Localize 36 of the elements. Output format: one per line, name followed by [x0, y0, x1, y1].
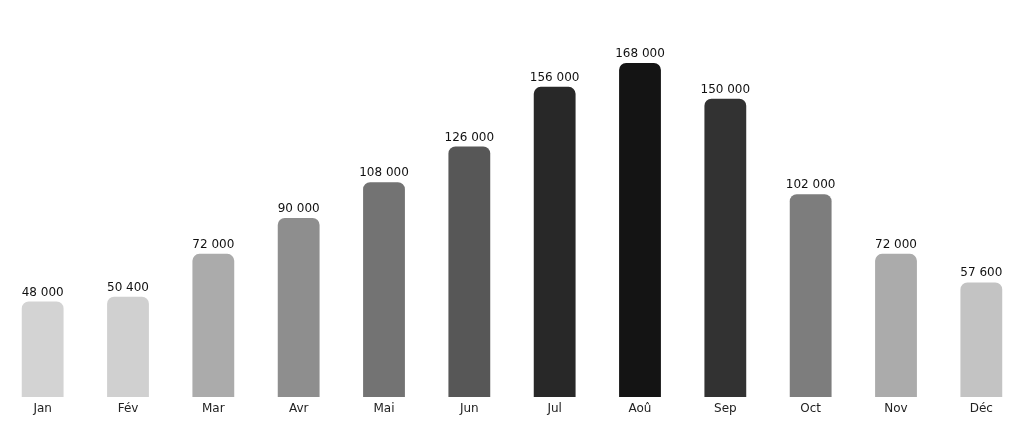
bar: [789, 194, 832, 397]
x-tick-label: Jan: [32, 401, 52, 415]
bar: [533, 86, 576, 397]
data-label: 48 000: [21, 284, 64, 299]
bar: [704, 98, 747, 397]
x-tick-label: Fév: [117, 401, 139, 415]
x-tick-label: Jun: [458, 401, 479, 415]
bar: [363, 182, 405, 397]
bar: [875, 253, 917, 397]
bar: [21, 301, 64, 397]
x-tick-label: Mar: [202, 401, 225, 415]
data-label: 126 000: [444, 129, 495, 144]
data-label: 90 000: [277, 201, 320, 216]
x-tick-label: Oct: [800, 401, 822, 415]
data-label: 156 000: [529, 69, 580, 84]
x-tick-label: Avr: [288, 401, 309, 415]
bar: [960, 282, 1003, 397]
x-tick-label: Nov: [884, 401, 908, 415]
x-tick-label: Sep: [714, 401, 737, 415]
data-label: 72 000: [192, 236, 235, 251]
bar: [619, 63, 661, 397]
bar: [192, 253, 235, 397]
data-label: 168 000: [615, 46, 665, 60]
data-label: 50 400: [107, 279, 149, 294]
data-label: 108 000: [359, 165, 409, 180]
data-label: 150 000: [700, 81, 751, 96]
data-label: 72 000: [875, 236, 917, 251]
data-label: 102 000: [785, 177, 836, 192]
bar: [107, 296, 149, 397]
x-tick-label: Déc: [969, 401, 993, 415]
bar: [277, 218, 320, 397]
x-tick-label: Aoû: [628, 401, 652, 415]
x-tick-label: Mai: [373, 401, 395, 415]
data-label: 57 600: [960, 265, 1003, 280]
x-tick-label: Jul: [546, 401, 562, 415]
bar: [448, 146, 491, 397]
